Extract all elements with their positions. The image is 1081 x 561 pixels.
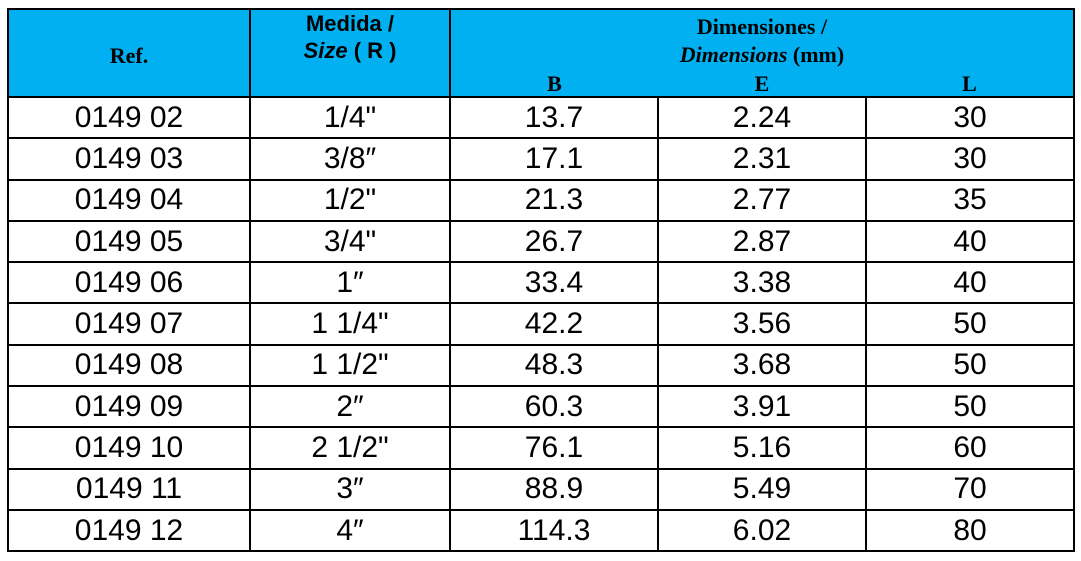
size-header-rest: ( R ) xyxy=(353,38,397,63)
table-cell: 40 xyxy=(865,261,1075,305)
table-cell: 3.68 xyxy=(657,343,867,388)
column-header: L xyxy=(866,72,1075,98)
table-row: 0149 06 1″ 33.4 3.38 40 xyxy=(7,261,1075,305)
table-row: 0149 05 3/4" 26.7 2.87 40 xyxy=(7,219,1075,264)
table-cell: 2.87 xyxy=(657,219,867,264)
size-header: Medida / Size ( R ) xyxy=(249,8,451,98)
table-cell: 5.16 xyxy=(657,426,867,470)
table-cell: 48.3 xyxy=(449,343,659,388)
table-cell: 3/4" xyxy=(249,219,451,264)
table-row: 0149 09 2″ 60.3 3.91 50 xyxy=(7,385,1075,429)
table-cell: 4″ xyxy=(249,508,451,553)
table-cell: 0149 09 xyxy=(7,385,251,429)
table-cell: 5.49 xyxy=(657,467,867,511)
table-cell: 70 xyxy=(865,467,1075,511)
column-header: B xyxy=(449,72,658,98)
table-cell: 60.3 xyxy=(449,385,659,429)
table-cell: 0149 11 xyxy=(7,467,251,511)
table-cell: 3/8″ xyxy=(249,137,451,181)
table-cell: 3.38 xyxy=(657,261,867,305)
dimensions-header-italic: Dimensions xyxy=(679,42,788,67)
table-cell: 0149 08 xyxy=(7,343,251,388)
table-cell: 3.56 xyxy=(657,302,867,346)
table-cell: 80 xyxy=(865,508,1075,553)
dimensions-header-rest: (mm) xyxy=(792,42,845,67)
table-cell: 3.91 xyxy=(657,385,867,429)
size-header-italic: Size xyxy=(303,38,348,63)
table-cell: 40 xyxy=(865,219,1075,264)
dimensions-header: Dimensiones / Dimensions (mm) xyxy=(449,8,1075,72)
table-cell: 1/2" xyxy=(249,178,451,222)
table-cell: 1 1/2" xyxy=(249,343,451,388)
table-header: Ref. Medida / Size ( R ) Dimensiones / D… xyxy=(7,8,1075,98)
table-cell: 2″ xyxy=(249,385,451,429)
table-cell: 33.4 xyxy=(449,261,659,305)
table-cell: 1″ xyxy=(249,261,451,305)
table-cell: 0149 05 xyxy=(7,219,251,264)
table-cell: 35 xyxy=(865,178,1075,222)
column-header: E xyxy=(658,72,866,98)
table-cell: 0149 03 xyxy=(7,137,251,181)
table-cell: 1/4" xyxy=(249,95,451,140)
table-cell: 13.7 xyxy=(449,95,659,140)
table-cell: 76.1 xyxy=(449,426,659,470)
table-cell: 88.9 xyxy=(449,467,659,511)
table-cell: 30 xyxy=(865,137,1075,181)
table-cell: 2.31 xyxy=(657,137,867,181)
table-cell: 0149 04 xyxy=(7,178,251,222)
table-cell: 50 xyxy=(865,385,1075,429)
table-cell: 2.77 xyxy=(657,178,867,222)
table-row: 0149 03 3/8″ 17.1 2.31 30 xyxy=(7,137,1075,181)
table-row: 0149 12 4″ 114.3 6.02 80 xyxy=(7,508,1075,553)
table-cell: 1 1/4" xyxy=(249,302,451,346)
table-cell: 60 xyxy=(865,426,1075,470)
table-cell: 30 xyxy=(865,95,1075,140)
table-row: 0149 08 1 1/2" 48.3 3.68 50 xyxy=(7,343,1075,388)
table-body: 0149 02 1/4" 13.7 2.24 30 0149 03 3/8″ 17.1 2.31… xyxy=(7,95,1075,553)
dimensions-table: Ref. Medida / Size ( R ) Dimensiones / D… xyxy=(7,8,1075,553)
table-cell: 0149 02 xyxy=(7,95,251,140)
table-cell: 26.7 xyxy=(449,219,659,264)
table-cell: 0149 12 xyxy=(7,508,251,553)
table-cell: 2.24 xyxy=(657,95,867,140)
table-cell: 21.3 xyxy=(449,178,659,222)
table-row: 0149 04 1/2" 21.3 2.77 35 xyxy=(7,178,1075,222)
table-cell: 0149 10 xyxy=(7,426,251,470)
table-row: 0149 02 1/4" 13.7 2.24 30 xyxy=(7,95,1075,140)
size-header-line1: Medida / xyxy=(305,11,394,36)
table-cell: 2 1/2" xyxy=(249,426,451,470)
table-cell: 17.1 xyxy=(449,137,659,181)
ref-header: Ref. xyxy=(7,8,251,98)
table-cell: 42.2 xyxy=(449,302,659,346)
table-row: 0149 10 2 1/2" 76.1 5.16 60 xyxy=(7,426,1075,470)
table-cell: 0149 06 xyxy=(7,261,251,305)
table-cell: 6.02 xyxy=(657,508,867,553)
table-cell: 114.3 xyxy=(449,508,659,553)
table-row: 0149 11 3″ 88.9 5.49 70 xyxy=(7,467,1075,511)
dimensions-header-line1: Dimensiones / xyxy=(696,14,828,39)
table-cell: 0149 07 xyxy=(7,302,251,346)
table-cell: 50 xyxy=(865,343,1075,388)
table-cell: 3″ xyxy=(249,467,451,511)
table-row: 0149 07 1 1/4" 42.2 3.56 50 xyxy=(7,302,1075,346)
table-cell: 50 xyxy=(865,302,1075,346)
